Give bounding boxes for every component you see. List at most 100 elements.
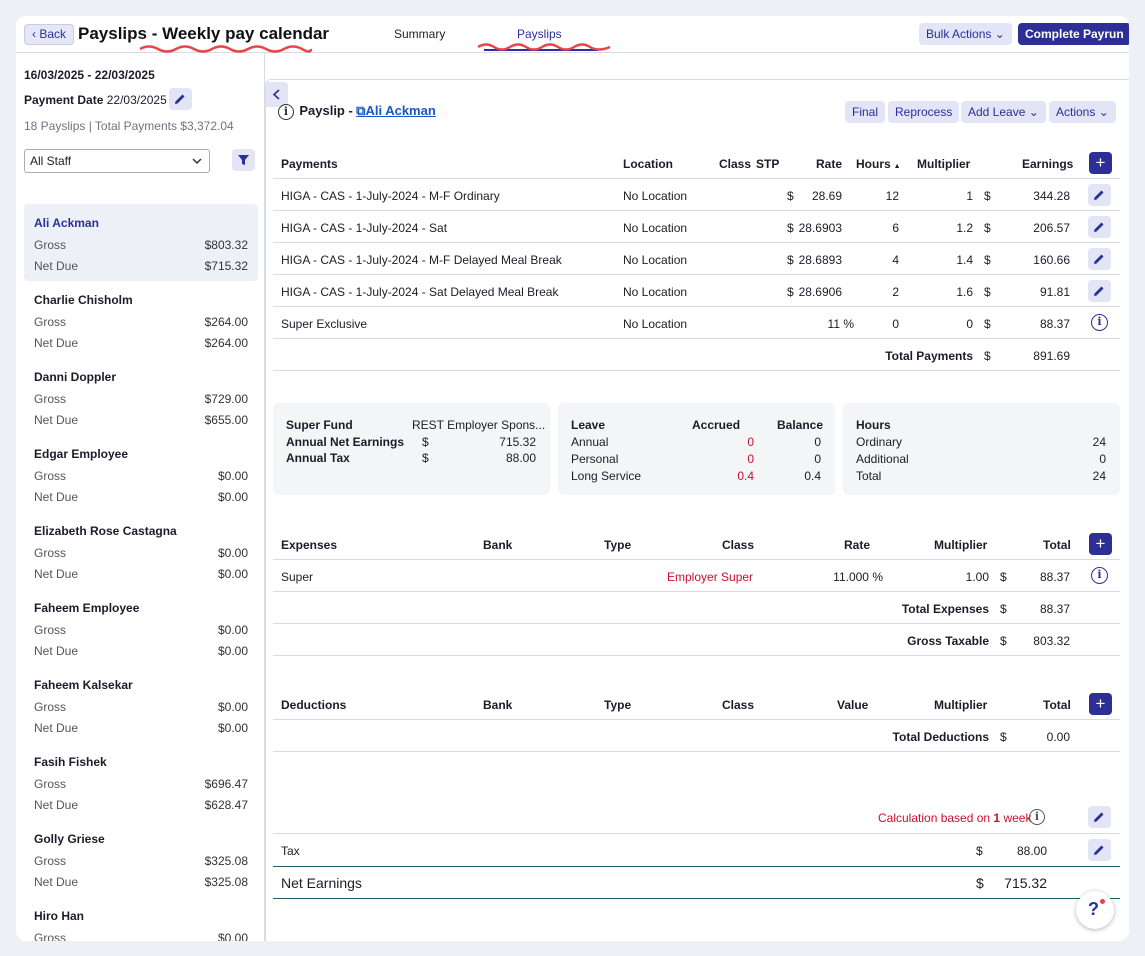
payslips-summary: 18 Payslips | Total Payments $3,372.04 [24,119,234,133]
add-leave-button[interactable]: Add Leave ⌄ [961,101,1046,123]
edit-payment-date-button[interactable] [169,88,192,110]
filter-button[interactable] [232,149,255,171]
deductions-header-row: Deductions Bank Type Class Value Multipl… [273,688,1120,720]
back-button[interactable]: ‹ Back [24,24,75,45]
expenses-header-row: Expenses Bank Type Class Rate Multiplier… [273,528,1120,560]
payment-row: HIGA - CAS - 1-July-2024 - Sat No Locati… [273,211,1120,243]
sidebar: 16/03/2025 - 22/03/2025 Payment Date 22/… [16,53,265,941]
edit-payment-button[interactable] [1088,280,1111,302]
payments-header-row: Payments Location Class STP Rate Hours ▲ … [273,147,1120,179]
edit-payment-button[interactable] [1088,216,1111,238]
employee-card[interactable]: Edgar Employee Gross $0.00 Net Due $0.00 [34,447,248,504]
employee-card[interactable]: Elizabeth Rose Castagna Gross $0.00 Net … [34,524,248,581]
employee-card[interactable]: Faheem Kalsekar Gross $0.00 Net Due $0.0… [34,678,248,735]
filter-icon [238,155,249,165]
tax-row: Tax $ 88.00 [273,834,1120,867]
notification-dot [1100,899,1105,904]
edit-calculation-button[interactable] [1088,806,1111,828]
super-info-icon[interactable]: i [1091,314,1108,331]
gross-value: $803.32 [204,238,248,252]
employee-name: Hiro Han [34,909,85,923]
reprocess-button[interactable]: Reprocess [888,101,960,123]
total-deductions-row: Total Deductions $ 0.00 [273,720,1120,752]
employee-name: Elizabeth Rose Castagna [34,524,177,538]
employee-card[interactable]: Fasih Fishek Gross $696.47 Net Due $628.… [34,755,248,812]
hours-sort-header[interactable]: Hours ▲ [856,157,901,171]
payment-row: HIGA - CAS - 1-July-2024 - Sat Delayed M… [273,275,1120,307]
pencil-icon [1094,190,1104,200]
super-payment-row: Super Exclusive No Location 11 % 0 0 $ 8… [273,307,1120,339]
gross-value: $325.08 [204,854,248,868]
tab-summary[interactable]: Summary [394,27,446,41]
staff-filter-select[interactable]: All Staff [24,149,210,173]
pencil-icon [1094,812,1104,822]
page-title: Payslips - Weekly pay calendar [78,24,330,43]
employee-name: Faheem Employee [34,601,140,615]
info-icon[interactable]: i [278,104,294,120]
payment-row: HIGA - CAS - 1-July-2024 - M-F Ordinary … [273,179,1120,211]
expense-info-icon[interactable]: i [1091,567,1108,584]
hours-label: Additional [856,452,909,466]
gross-value: $0.00 [217,623,248,637]
employee-card[interactable]: Ali Ackman Gross $803.32 Net Due $715.32 [24,204,258,281]
chevron-left-icon [272,89,280,100]
leave-type: Personal [571,452,619,466]
help-button[interactable]: ? [1076,891,1114,929]
chevron-down-icon: ⌄ [1098,105,1109,119]
hours-value: 24 [1092,435,1106,449]
app-window: ‹ Back Payslips - Weekly pay calendar Su… [16,16,1129,941]
leave-accrued: 0 [747,452,754,466]
hours-label: Ordinary [856,435,903,449]
leave-balance: 0 [814,452,821,466]
pencil-icon [1094,254,1104,264]
add-deduction-button[interactable]: + [1089,693,1112,715]
top-bar: ‹ Back Payslips - Weekly pay calendar Su… [16,16,1129,53]
leave-card: Leave Accrued Balance Annual 0 0 Personal… [558,403,835,495]
pay-period: 16/03/2025 - 22/03/2025 [24,68,155,82]
edit-payment-button[interactable] [1088,184,1111,206]
chevron-down-icon: ⌄ [994,27,1005,41]
employee-link[interactable]: ⧉Ali Ackman [356,103,436,118]
tab-active-indicator [484,49,598,51]
chevron-down-icon [192,158,202,165]
employee-name: Danni Doppler [34,370,117,384]
hours-label: Total [856,469,882,483]
employee-card[interactable]: Hiro Han Gross $0.00 Net Due $0.00 [24,897,258,941]
gross-value: $0.00 [217,469,248,483]
chevron-down-icon: ⌄ [1028,105,1039,119]
edit-payment-button[interactable] [1088,248,1111,270]
tab-payslips[interactable]: Payslips [517,27,562,41]
actions-button[interactable]: Actions ⌄ [1049,101,1116,123]
pencil-icon [175,94,185,104]
total-payments-row: Total Payments $ 891.69 [273,339,1120,371]
edit-tax-button[interactable] [1088,839,1111,861]
employee-name: Golly Griese [34,832,105,846]
calculation-info-icon[interactable]: i [1029,809,1045,825]
question-icon: ? [1088,899,1099,919]
add-expense-button[interactable]: + [1089,533,1112,555]
collapse-sidebar-button[interactable] [266,82,288,107]
employee-card[interactable]: Danni Doppler Gross $729.00 Net Due $655… [34,370,248,427]
employee-card[interactable]: Faheem Employee Gross $0.00 Net Due $0.0… [34,601,248,658]
net-due-value: $325.08 [204,875,248,889]
add-payment-button[interactable]: + [1089,152,1112,174]
gross-value: $696.47 [204,777,248,791]
final-button[interactable]: Final [845,101,886,123]
payslip-header: i Payslip - ⧉Ali Ackman [278,103,436,120]
gross-taxable-row: Gross Taxable $ 803.32 [273,624,1120,656]
expense-row: Super Employer Super 11.000 % 1.00 $ 88.… [273,560,1120,592]
hours-value: 24 [1092,469,1106,483]
net-due-value: $264.00 [204,336,248,350]
employee-name: Charlie Chisholm [34,293,133,307]
payslip-panel [265,79,1129,941]
complete-payrun-button[interactable]: Complete Payrun [1018,23,1129,45]
super-fund-card: Super Fund REST Employer Spons... Annual… [273,403,550,495]
squiggle-annotation [477,43,611,51]
leave-accrued: 0 [747,435,754,449]
employee-name: Fasih Fishek [34,755,107,769]
squiggle-annotation [139,45,313,53]
leave-type: Long Service [571,469,642,483]
bulk-actions-button[interactable]: Bulk Actions ⌄ [919,23,1012,45]
employee-card[interactable]: Golly Griese Gross $325.08 Net Due $325.… [34,832,248,889]
employee-card[interactable]: Charlie Chisholm Gross $264.00 Net Due $… [34,293,248,350]
